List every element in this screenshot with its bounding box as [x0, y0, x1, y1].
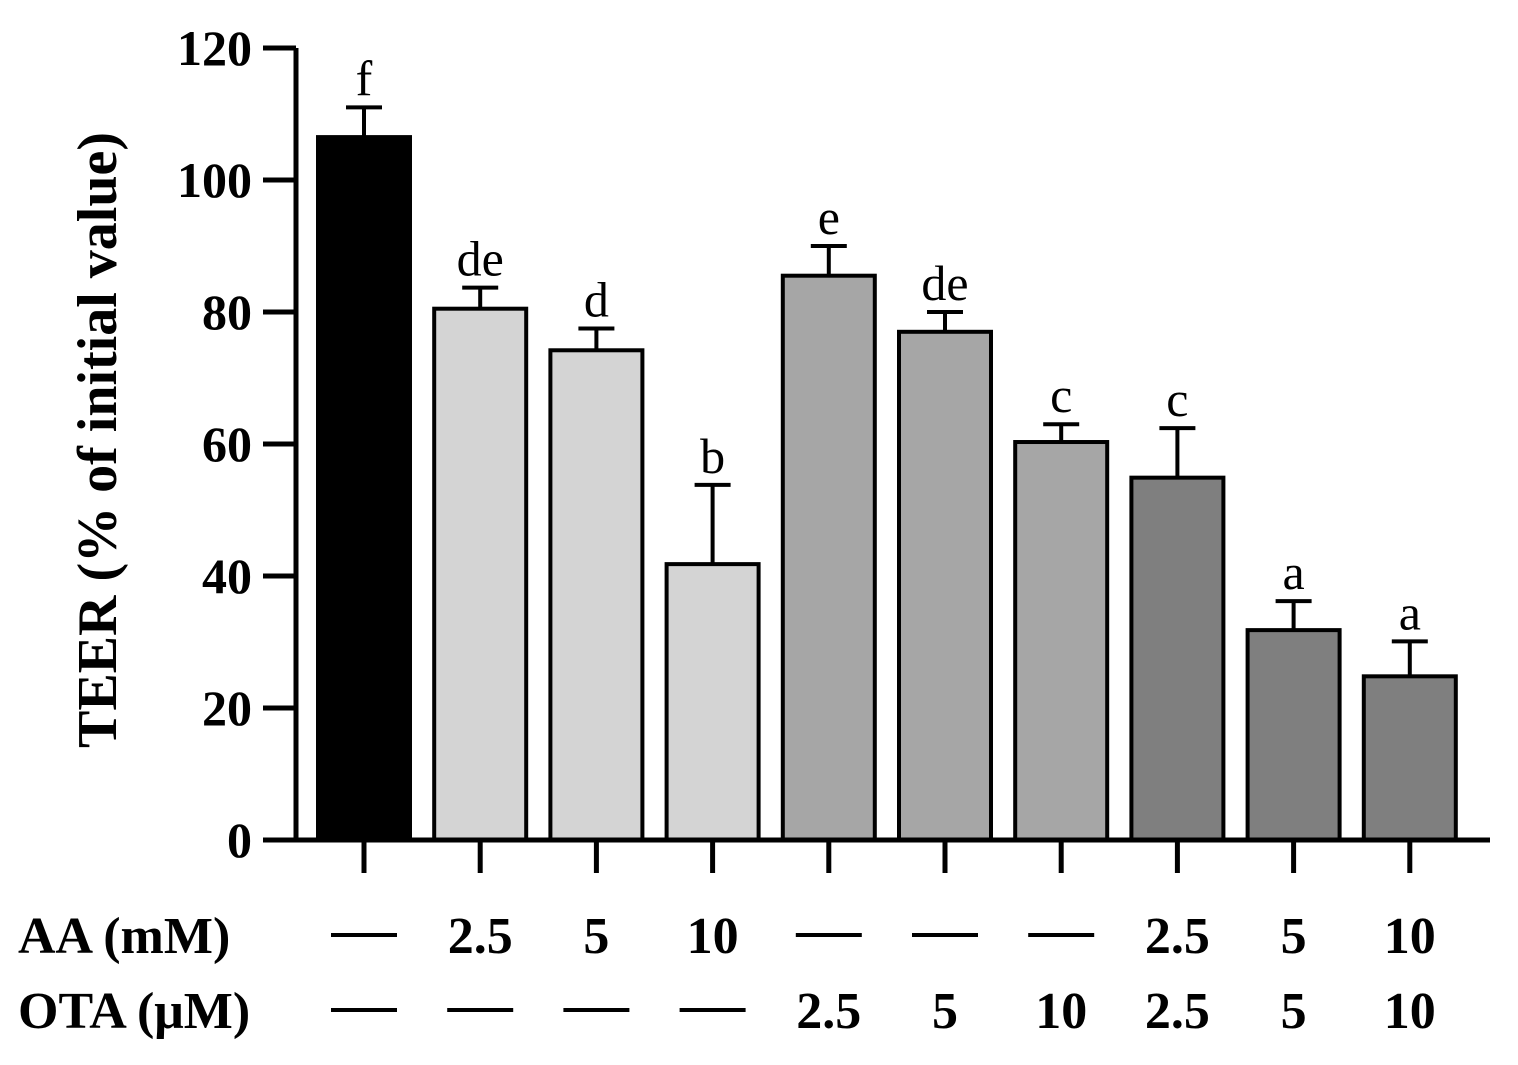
condition-value: 2.5 — [1145, 908, 1210, 965]
ticks-layer: 0 20 40 60 80 100 120 — [177, 20, 1413, 873]
conditions-layer: AA (mM) 2.5 5 10 2.5 5 10 OTA (μM) 2.5 5 10 2.5 5 10 — [18, 908, 1436, 1040]
significance-label: a — [1282, 544, 1304, 600]
bar — [548, 348, 645, 842]
bar — [1361, 674, 1458, 842]
bar — [432, 306, 529, 842]
y-tick-label: 20 — [202, 680, 252, 736]
condition-value: 5 — [932, 983, 958, 1040]
bar — [1013, 440, 1110, 842]
significance-label: de — [457, 231, 504, 287]
condition-value: 5 — [583, 908, 609, 965]
significance-label: f — [356, 50, 373, 106]
condition-value: 2.5 — [1145, 983, 1210, 1040]
y-tick-label: 0 — [227, 812, 252, 868]
condition-value: 2.5 — [448, 908, 513, 965]
condition-value: 5 — [1281, 983, 1307, 1040]
condition-value: 10 — [1035, 983, 1087, 1040]
condition-value: 10 — [1384, 983, 1436, 1040]
condition-value: 10 — [1384, 908, 1436, 965]
significance-label: a — [1399, 584, 1421, 640]
bar — [316, 135, 412, 843]
significance-label: b — [700, 428, 725, 484]
condition-row-label: AA (mM) — [18, 908, 230, 965]
bar — [897, 329, 993, 842]
significance-label: d — [584, 272, 609, 328]
condition-value: 2.5 — [796, 983, 861, 1040]
condition-row-label: OTA (μM) — [18, 983, 250, 1040]
y-tick-label: 40 — [202, 548, 252, 604]
bar — [780, 273, 877, 842]
y-tick-label: 60 — [202, 416, 252, 472]
significance-label: c — [1050, 367, 1072, 423]
bar — [1245, 628, 1342, 842]
y-tick-label: 100 — [177, 152, 252, 208]
condition-value: 10 — [687, 908, 739, 965]
y-axis-title: TEER (% of initial value) — [67, 132, 129, 748]
significance-label: e — [818, 189, 840, 245]
y-tick-label: 120 — [177, 20, 252, 76]
significance-label: c — [1166, 371, 1188, 427]
condition-value: 5 — [1281, 908, 1307, 965]
bar — [664, 562, 761, 842]
bar — [1129, 475, 1226, 842]
y-tick-label: 80 — [202, 284, 252, 340]
significance-label: de — [921, 255, 968, 311]
bars-layer: f de d b e de c c a a — [316, 50, 1458, 843]
